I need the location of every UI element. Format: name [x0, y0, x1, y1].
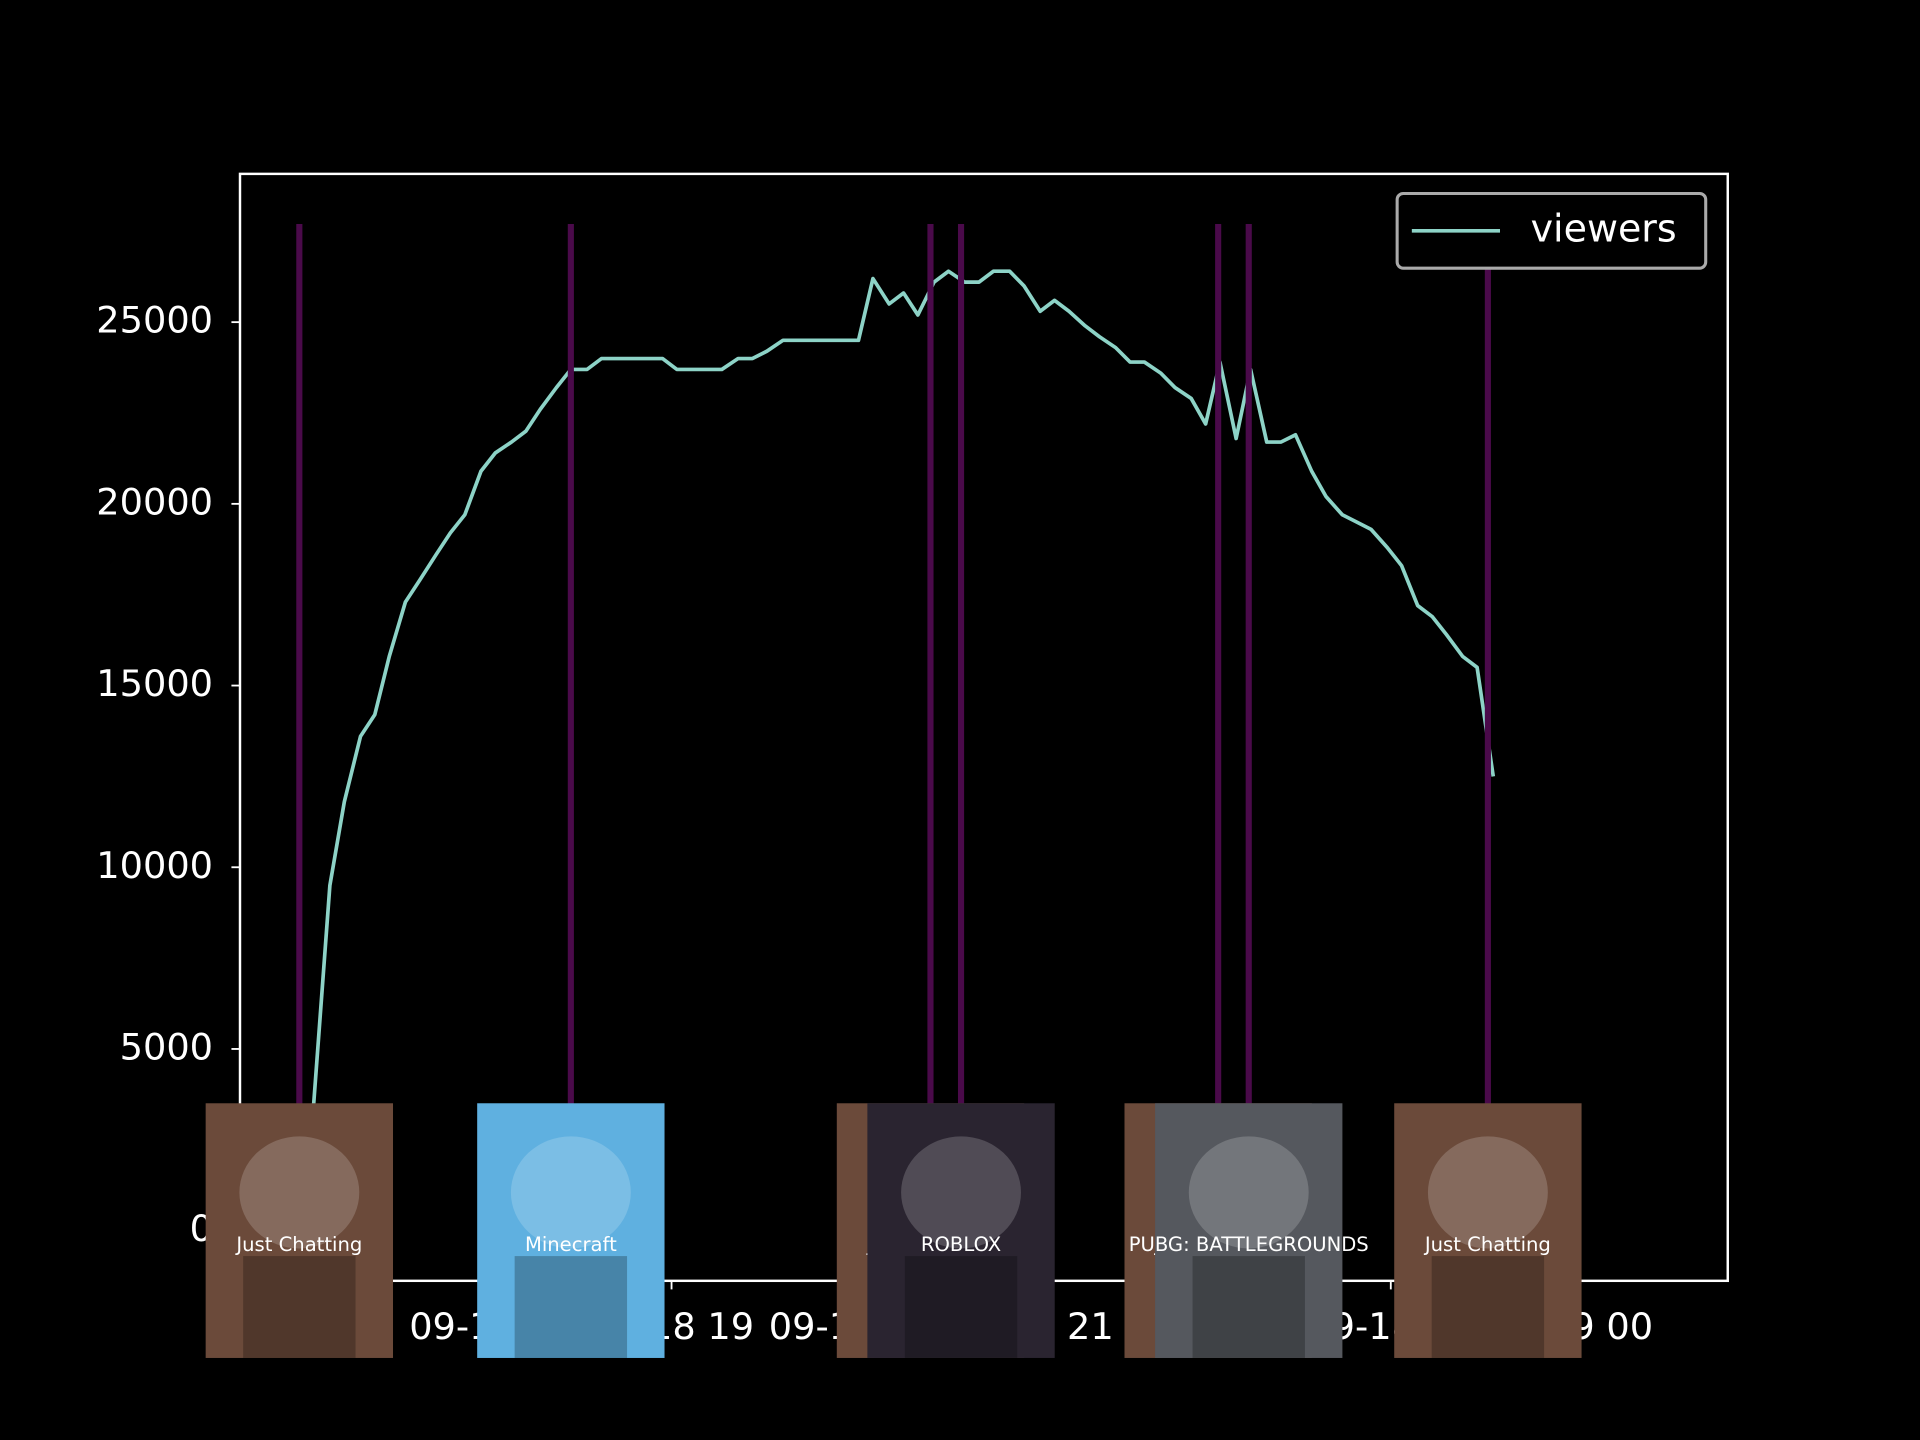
y-tick-label: 20000 [96, 480, 213, 523]
thumbnail-bg [477, 1103, 665, 1358]
thumbnail-art [1431, 1256, 1545, 1358]
legend-box [1395, 191, 1708, 270]
thumbnail-label: ROBLOX [921, 1233, 1001, 1256]
thumbnail-art [1192, 1256, 1305, 1358]
thumbnail-bg [867, 1103, 1055, 1358]
thumbnail-art [904, 1256, 1018, 1358]
thumbnail-art [1188, 1136, 1309, 1249]
thumbnail-art [510, 1136, 631, 1249]
game-thumbnail: PUBG: BATTLEGROUNDS [1129, 1103, 1369, 1358]
game-thumbnail: ROBLOX [867, 1103, 1055, 1358]
y-tick-label: 15000 [96, 662, 213, 705]
game-thumbnail: Minecraft [477, 1103, 665, 1358]
thumbnail-art [239, 1136, 360, 1249]
thumbnail-label: Minecraft [525, 1233, 617, 1256]
y-tick-label: 10000 [96, 844, 213, 887]
game-thumbnail: Just Chatting [205, 1103, 394, 1358]
thumbnail-label: Just Chatting [1423, 1233, 1551, 1256]
y-tick-label: 5000 [120, 1025, 213, 1068]
data-line [297, 269, 1496, 1224]
thumbnail-bg [1155, 1103, 1343, 1358]
thumbnail-art [1427, 1136, 1548, 1249]
game-thumbnail: Just Chatting [1394, 1103, 1582, 1358]
thumbnail-art [901, 1136, 1021, 1249]
legend-label: viewers [1531, 206, 1677, 250]
y-tick-label: 25000 [96, 299, 213, 342]
thumbnail-label: PUBG: BATTLEGROUNDS [1129, 1233, 1369, 1256]
thumbnail-art [514, 1256, 628, 1358]
thumbnail-art [243, 1256, 356, 1358]
thumbnail-label: Just Chatting [234, 1233, 362, 1256]
thumbnail-bg [205, 1103, 394, 1358]
thumbnail-bg [1394, 1103, 1582, 1358]
